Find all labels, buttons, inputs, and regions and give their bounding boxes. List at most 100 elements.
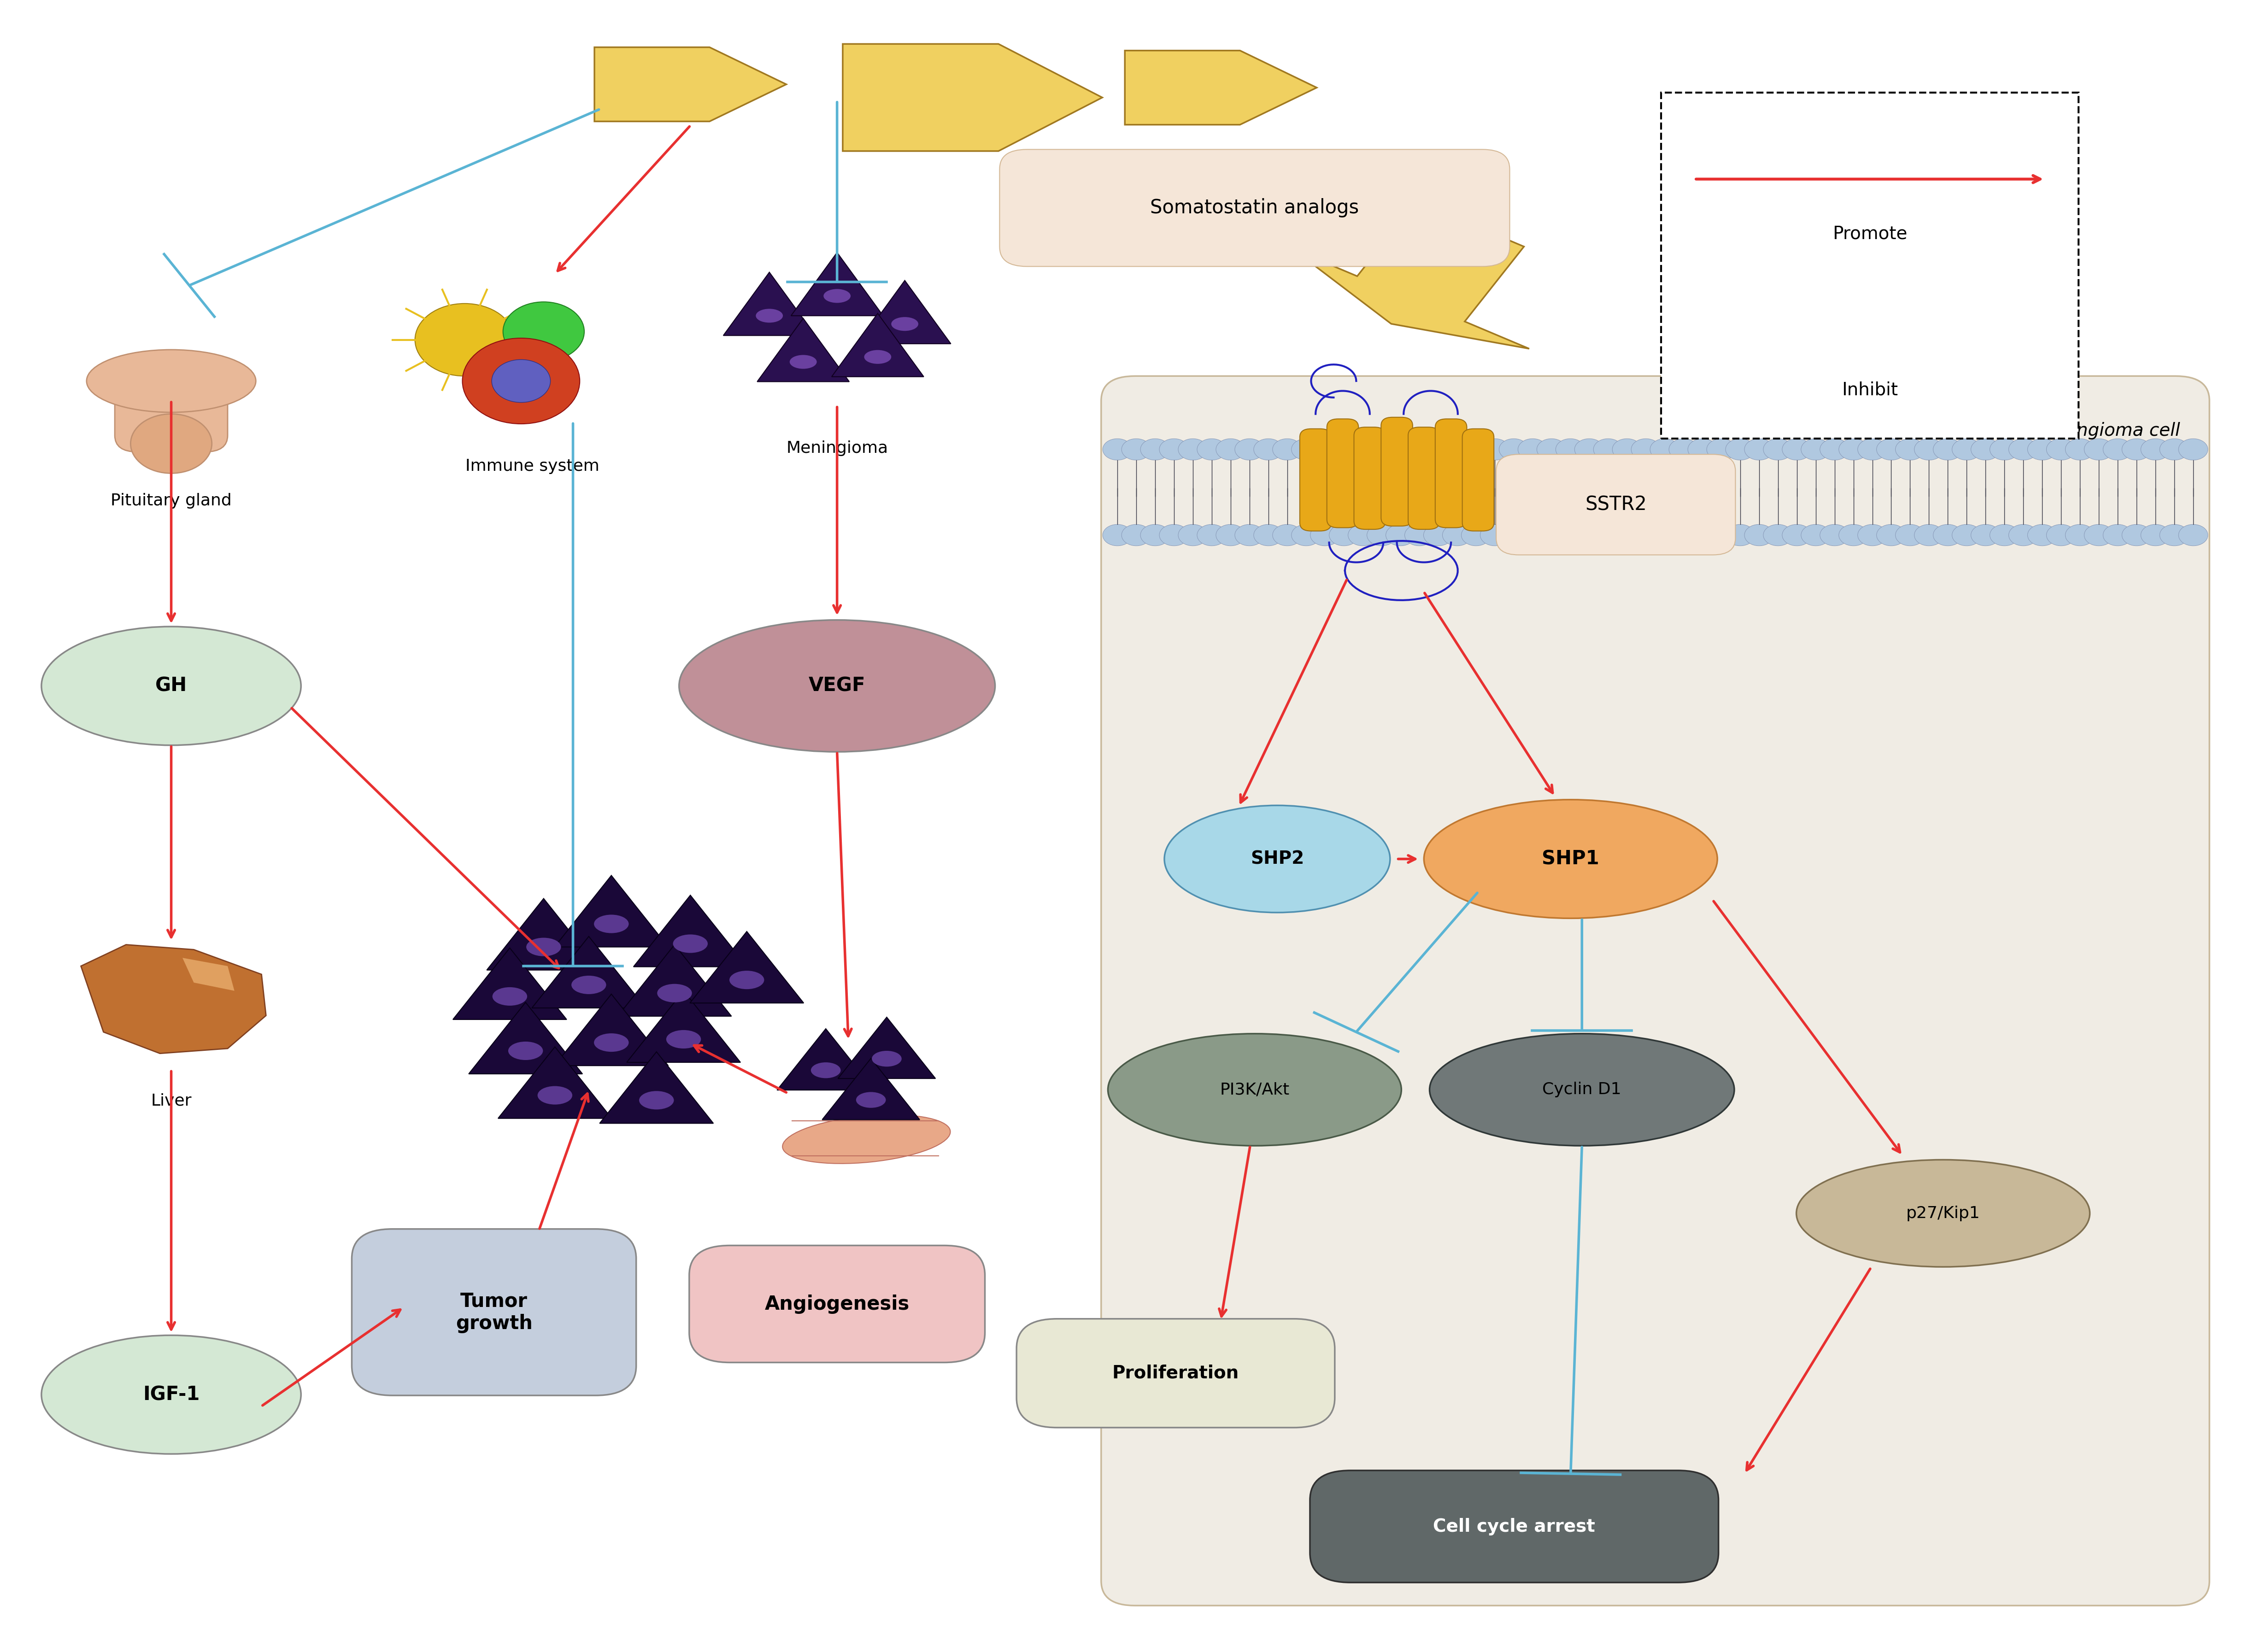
Circle shape [1121, 524, 1151, 545]
Polygon shape [617, 945, 733, 1016]
Text: Cyclin D1: Cyclin D1 [1542, 1082, 1621, 1097]
Circle shape [1630, 524, 1660, 545]
Polygon shape [81, 945, 267, 1054]
Circle shape [2085, 524, 2114, 545]
Circle shape [1859, 524, 1888, 545]
Ellipse shape [755, 309, 782, 322]
Circle shape [1915, 439, 1944, 461]
Ellipse shape [538, 1085, 572, 1105]
Ellipse shape [595, 915, 629, 933]
Circle shape [2064, 439, 2094, 461]
Circle shape [1745, 439, 1775, 461]
Circle shape [1386, 439, 1415, 461]
FancyBboxPatch shape [690, 1246, 986, 1363]
Ellipse shape [1429, 1034, 1734, 1146]
Circle shape [1178, 439, 1207, 461]
Text: Angiogenesis: Angiogenesis [764, 1294, 909, 1313]
Text: SHP2: SHP2 [1250, 851, 1305, 867]
Circle shape [1990, 439, 2019, 461]
Circle shape [2008, 439, 2037, 461]
Polygon shape [468, 1003, 583, 1074]
Circle shape [2121, 524, 2150, 545]
Ellipse shape [41, 1335, 301, 1454]
Circle shape [1802, 524, 1831, 545]
Text: PI3K/Akt: PI3K/Akt [1221, 1082, 1289, 1097]
Polygon shape [1293, 202, 1528, 349]
FancyBboxPatch shape [1101, 377, 2209, 1606]
Circle shape [1404, 439, 1433, 461]
Circle shape [1537, 439, 1567, 461]
Circle shape [2180, 524, 2209, 545]
Circle shape [1802, 439, 1831, 461]
Ellipse shape [667, 1031, 701, 1049]
Text: Proliferation: Proliferation [1112, 1365, 1239, 1383]
Circle shape [1972, 439, 2001, 461]
Ellipse shape [678, 620, 995, 752]
Polygon shape [183, 958, 235, 991]
Circle shape [1368, 439, 1397, 461]
Circle shape [1951, 439, 1981, 461]
Ellipse shape [674, 935, 708, 953]
Circle shape [1782, 524, 1811, 545]
Text: Inhibit: Inhibit [1843, 382, 1897, 398]
Circle shape [1329, 439, 1359, 461]
Circle shape [1951, 524, 1981, 545]
Circle shape [1687, 439, 1716, 461]
Ellipse shape [640, 1090, 674, 1110]
Ellipse shape [782, 1115, 950, 1163]
Circle shape [2046, 439, 2076, 461]
Ellipse shape [1108, 1034, 1402, 1146]
Circle shape [1216, 524, 1246, 545]
Circle shape [1877, 439, 1906, 461]
Circle shape [464, 339, 579, 425]
Circle shape [1725, 439, 1755, 461]
Ellipse shape [509, 1041, 543, 1061]
Circle shape [1838, 524, 1868, 545]
Circle shape [1630, 439, 1660, 461]
Polygon shape [757, 319, 850, 382]
Circle shape [1669, 524, 1698, 545]
Circle shape [1103, 524, 1133, 545]
Circle shape [1782, 439, 1811, 461]
Text: Liver: Liver [151, 1094, 192, 1108]
Polygon shape [832, 314, 925, 377]
Ellipse shape [730, 971, 764, 990]
Circle shape [1235, 524, 1264, 545]
Circle shape [1121, 439, 1151, 461]
Polygon shape [791, 253, 884, 316]
Text: SHP1: SHP1 [1542, 849, 1599, 869]
Polygon shape [633, 895, 746, 966]
Text: Immune system: Immune system [466, 459, 599, 474]
Circle shape [1386, 524, 1415, 545]
Circle shape [1273, 439, 1302, 461]
Polygon shape [859, 281, 952, 344]
Polygon shape [486, 899, 601, 970]
Circle shape [1687, 524, 1716, 545]
Circle shape [1594, 524, 1623, 545]
Circle shape [1499, 524, 1528, 545]
Circle shape [1612, 439, 1641, 461]
Circle shape [1481, 439, 1510, 461]
Circle shape [1140, 439, 1169, 461]
Circle shape [1216, 439, 1246, 461]
Ellipse shape [873, 1051, 902, 1067]
FancyBboxPatch shape [1497, 454, 1736, 555]
Circle shape [1348, 439, 1377, 461]
Circle shape [2159, 439, 2189, 461]
Circle shape [1933, 524, 1963, 545]
Circle shape [2103, 439, 2132, 461]
Circle shape [1745, 524, 1775, 545]
Circle shape [1291, 439, 1320, 461]
Polygon shape [823, 1059, 920, 1120]
Circle shape [2064, 524, 2094, 545]
FancyBboxPatch shape [353, 1229, 635, 1396]
Polygon shape [724, 273, 816, 335]
Polygon shape [690, 932, 803, 1003]
Circle shape [2046, 524, 2076, 545]
Circle shape [1517, 439, 1547, 461]
Polygon shape [452, 948, 568, 1019]
Circle shape [1140, 524, 1169, 545]
Circle shape [1329, 524, 1359, 545]
Ellipse shape [823, 289, 850, 302]
Text: SSTR2: SSTR2 [1585, 496, 1646, 514]
